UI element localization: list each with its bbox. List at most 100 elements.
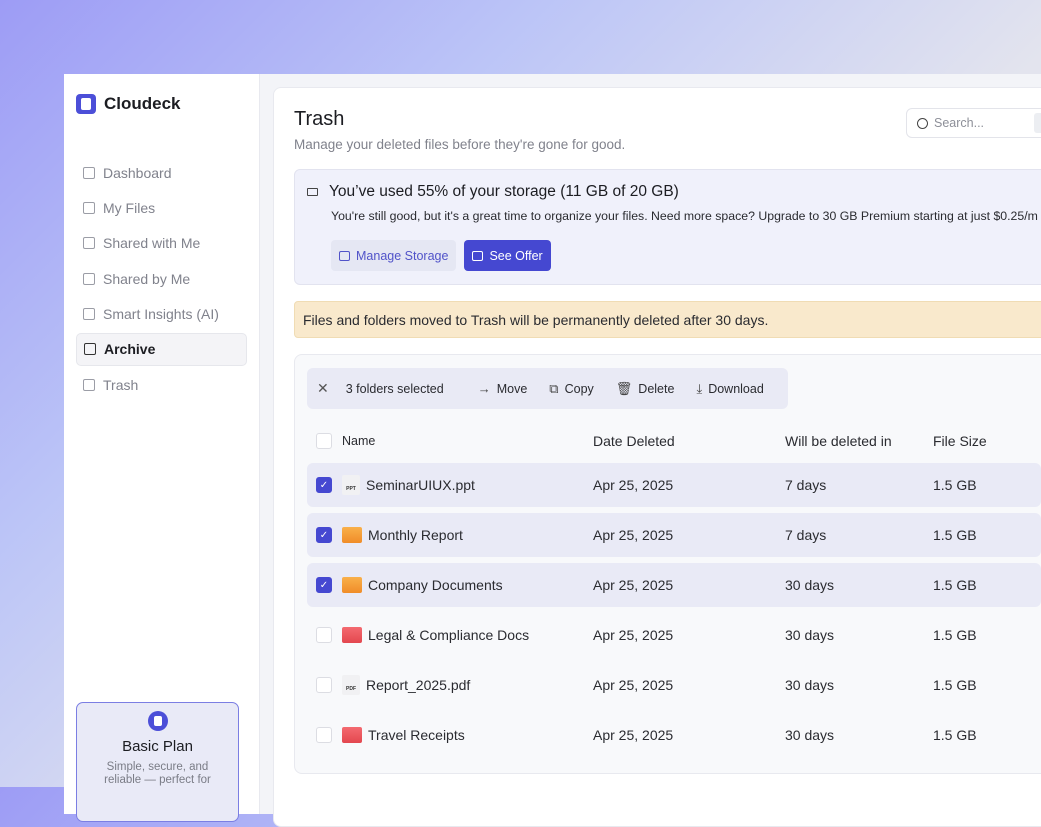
delete-button[interactable]: 🗑︎ Delete <box>616 381 675 397</box>
file-name: Travel Receipts <box>368 727 465 743</box>
file-upload-icon <box>83 272 95 285</box>
folder-icon <box>342 527 362 543</box>
folder-icon <box>342 577 362 593</box>
pdf-file-icon: PDF <box>342 675 360 695</box>
column-file-size[interactable]: File Size <box>933 433 987 449</box>
see-offer-button[interactable]: See Offer <box>464 240 551 271</box>
gift-icon <box>472 250 484 261</box>
date-deleted: Apr 25, 2025 <box>593 577 674 593</box>
file-name-cell: Travel Receipts <box>342 727 593 743</box>
date-deleted: Apr 25, 2025 <box>593 527 674 543</box>
trash-icon: 🗑︎ <box>615 380 633 396</box>
file-name: SeminarUIUX.ppt <box>366 477 475 493</box>
sidebar-item-label: Smart Insights (AI) <box>103 306 219 323</box>
row-checkbox[interactable] <box>316 627 332 643</box>
folder-settings-icon <box>339 250 350 261</box>
download-icon: ⤓ <box>696 380 703 396</box>
file-name-cell: Company Documents <box>342 577 593 593</box>
archive-icon <box>84 343 96 356</box>
logo[interactable]: Cloudeck <box>76 94 247 114</box>
file-name: Report_2025.pdf <box>366 677 471 693</box>
sidebar-item-shared-by-me[interactable]: Shared by Me <box>76 262 247 295</box>
table-row[interactable]: ✓ Monthly Report Apr 25, 2025 7 days 1.5… <box>307 513 1041 557</box>
sidebar-item-trash[interactable]: Trash <box>76 368 247 401</box>
column-will-be-deleted-in[interactable]: Will be deleted in <box>785 433 892 449</box>
robot-icon <box>83 308 95 321</box>
file-size: 1.5 GB <box>933 477 977 493</box>
clear-selection-close-icon[interactable]: ✕ <box>317 380 329 396</box>
search-input[interactable]: Search... <box>906 108 1041 138</box>
search-icon <box>917 117 928 129</box>
manage-storage-button[interactable]: Manage Storage <box>331 240 457 271</box>
row-checkbox[interactable]: ✓ <box>316 577 332 593</box>
file-size: 1.5 GB <box>933 577 977 593</box>
plan-description: Simple, secure, and reliable — perfect f… <box>104 761 211 786</box>
file-name-cell: Monthly Report <box>342 527 593 543</box>
table-row[interactable]: ✓ Company Documents Apr 25, 2025 30 days… <box>307 563 1041 607</box>
select-all-checkbox[interactable] <box>316 433 332 449</box>
row-checkbox[interactable] <box>316 677 332 693</box>
column-name[interactable]: Name <box>342 434 376 448</box>
storage-title: You’ve used 55% of your storage (11 GB o… <box>329 183 679 200</box>
download-button[interactable]: ⤓ Download <box>696 381 763 397</box>
sidebar-item-archive[interactable]: Archive <box>76 332 247 366</box>
sidebar-item-label: Dashboard <box>103 164 172 181</box>
date-deleted: Apr 25, 2025 <box>593 627 674 643</box>
copy-button[interactable]: ⧉ Copy <box>549 381 593 397</box>
storage-banner: You’ve used 55% of your storage (11 GB o… <box>294 169 1041 285</box>
sidebar-item-label: My Files <box>103 199 156 216</box>
time-remaining: 7 days <box>785 477 827 493</box>
folder-icon <box>342 627 362 643</box>
cloudeck-logo-icon <box>76 94 96 114</box>
search-placeholder: Search... <box>934 116 985 130</box>
file-size: 1.5 GB <box>933 727 977 743</box>
file-name: Monthly Report <box>368 527 463 543</box>
file-size: 1.5 GB <box>933 677 977 693</box>
storage-icon <box>307 188 318 196</box>
table-row[interactable]: PDF Report_2025.pdf Apr 25, 2025 30 days … <box>307 663 1041 707</box>
copy-icon: ⧉ <box>549 380 559 396</box>
table-row[interactable]: Legal & Compliance Docs Apr 25, 2025 30 … <box>307 613 1041 657</box>
file-name-cell: PPT SeminarUIUX.ppt <box>342 475 593 495</box>
trash-icon <box>83 378 95 391</box>
sidebar-item-my-files[interactable]: My Files <box>76 191 247 224</box>
table-row[interactable]: Travel Receipts Apr 25, 2025 30 days 1.5… <box>307 713 1041 757</box>
files-icon <box>83 201 95 214</box>
file-name: Legal & Compliance Docs <box>368 627 530 643</box>
time-remaining: 30 days <box>785 627 835 643</box>
sidebar-item-shared-with-me[interactable]: Shared with Me <box>76 227 247 260</box>
file-size: 1.5 GB <box>933 527 977 543</box>
time-remaining: 30 days <box>785 577 835 593</box>
row-checkbox[interactable]: ✓ <box>316 527 332 543</box>
main-panel: Trash Manage your deleted files before t… <box>273 87 1041 827</box>
arrow-right-icon: → <box>477 381 491 396</box>
sidebar-item-smart-insights-ai[interactable]: Smart Insights (AI) <box>76 298 247 331</box>
row-checkbox[interactable]: ✓ <box>316 477 332 493</box>
column-date-deleted[interactable]: Date Deleted <box>593 433 675 449</box>
plan-card[interactable]: Basic Plan Simple, secure, and reliable … <box>76 702 239 822</box>
selection-count: 3 folders selected <box>345 381 444 396</box>
time-remaining: 7 days <box>785 527 827 543</box>
sidebar-item-label: Archive <box>104 341 156 358</box>
page-title: Trash <box>294 108 345 130</box>
file-name-cell: Legal & Compliance Docs <box>342 627 593 643</box>
manage-storage-label: Manage Storage <box>356 248 449 263</box>
folder-icon <box>342 727 362 743</box>
date-deleted: Apr 25, 2025 <box>593 477 674 493</box>
table-row[interactable]: ✓ PPT SeminarUIUX.ppt Apr 25, 2025 7 days… <box>307 463 1041 507</box>
storage-message: You're still good, but it's a great time… <box>331 209 1038 223</box>
file-name: Company Documents <box>368 577 503 593</box>
sidebar-item-label: Shared by Me <box>103 270 191 287</box>
home-icon <box>83 166 95 179</box>
plan-title: Basic Plan <box>122 738 193 755</box>
ppt-file-icon: PPT <box>342 475 360 495</box>
row-checkbox[interactable] <box>316 727 332 743</box>
files-table: ✕ 3 folders selected → Move ⧉ Copy 🗑︎ Delet… <box>294 354 1041 774</box>
app-name: Cloudeck <box>104 94 181 113</box>
sidebar-item-label: Shared with Me <box>103 235 201 252</box>
sidebar-item-dashboard[interactable]: Dashboard <box>76 156 247 189</box>
move-button[interactable]: → Move <box>478 381 528 396</box>
copy-label: Copy <box>564 381 594 396</box>
move-label: Move <box>496 381 528 396</box>
file-name-cell: PDF Report_2025.pdf <box>342 675 593 695</box>
